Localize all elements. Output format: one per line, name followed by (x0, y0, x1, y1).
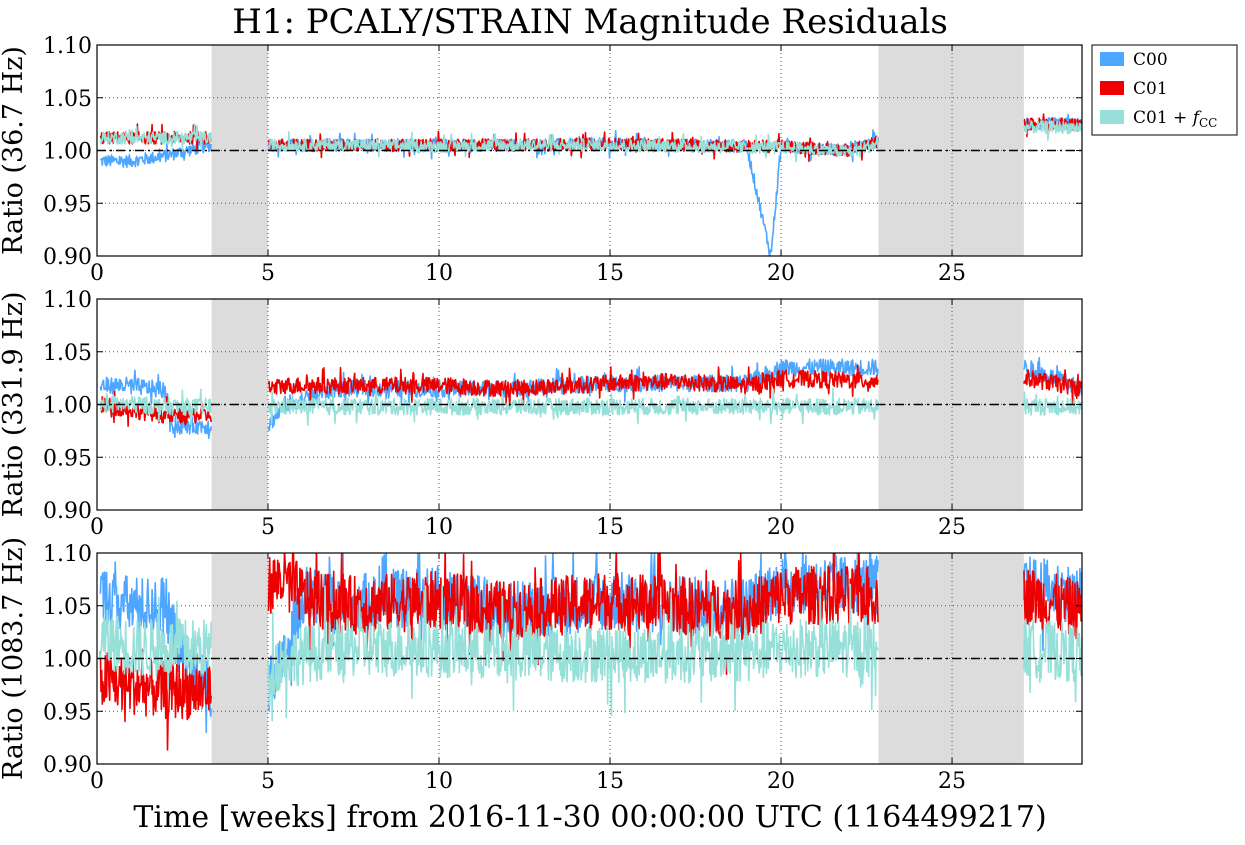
series-group (99, 356, 1082, 440)
y-tick-label: 1.05 (43, 87, 92, 112)
series-line-c01-fcc (99, 120, 1082, 163)
x-tick-label: 10 (425, 515, 453, 540)
x-tick-label: 20 (767, 261, 795, 286)
legend: C00 C01 C01 + fCC (1091, 44, 1238, 136)
x-tick-label: 5 (261, 515, 275, 540)
y-tick-label: 1.00 (43, 394, 92, 419)
x-tick-label: 15 (596, 261, 624, 286)
series-line-c01 (99, 553, 1082, 751)
legend-swatch (1100, 110, 1124, 124)
chart-panel-2: 0 5 10 15 20 25 0.90 0.95 1.00 1.05 1.10 Ratio (331… (0, 288, 1083, 540)
chart-panel-1: 0 5 10 15 20 25 0.90 0.95 1.00 1.05 1.10 Ratio (36.… (0, 34, 1083, 286)
y-tick-label: 1.10 (43, 288, 92, 313)
y-tick-label: 0.95 (43, 446, 92, 471)
y-axis-label: Ratio (1083.7 Hz) (0, 537, 29, 780)
legend-label: C01 + fCC (1133, 108, 1217, 130)
y-axis-label: Ratio (36.7 Hz) (0, 46, 29, 255)
gap-region (211, 45, 269, 256)
y-tick-label: 0.95 (43, 192, 92, 217)
x-tick-label: 25 (938, 261, 966, 286)
y-tick-label: 1.10 (43, 542, 92, 567)
x-tick-label: 0 (90, 515, 104, 540)
gap-region (211, 299, 269, 510)
chart-title: H1: PCALY/STRAIN Magnitude Residuals (232, 2, 948, 42)
y-tick-label: 1.00 (43, 648, 92, 673)
series-group (99, 553, 1082, 751)
y-axis-label: Ratio (331.9 Hz) (0, 291, 29, 517)
x-tick-label: 10 (425, 769, 453, 794)
series-line-c01-fcc (99, 583, 1082, 722)
gap-region (211, 553, 269, 764)
y-tick-label: 0.90 (43, 753, 92, 778)
legend-swatch (1100, 52, 1124, 66)
x-tick-label: 5 (261, 261, 275, 286)
x-tick-label: 5 (261, 769, 275, 794)
y-tick-label: 0.95 (43, 700, 92, 725)
y-tick-label: 1.05 (43, 595, 92, 620)
y-tick-label: 1.05 (43, 341, 92, 366)
x-tick-label: 15 (596, 515, 624, 540)
chart-panel-3: 0 5 10 15 20 25 0.90 0.95 1.00 1.05 1.10 Ratio (108… (0, 537, 1083, 794)
x-tick-label: 0 (90, 769, 104, 794)
x-tick-label: 20 (767, 515, 795, 540)
y-tick-label: 0.90 (43, 245, 92, 270)
legend-label: C01 (1133, 79, 1168, 99)
y-tick-label: 1.10 (43, 34, 92, 59)
x-tick-label: 20 (767, 769, 795, 794)
x-tick-label: 0 (90, 261, 104, 286)
x-tick-label: 15 (596, 769, 624, 794)
x-tick-label: 25 (938, 515, 966, 540)
x-axis-label: Time [weeks] from 2016-11-30 00:00:00 UT… (133, 800, 1047, 835)
x-tick-label: 10 (425, 261, 453, 286)
y-tick-label: 1.00 (43, 140, 92, 165)
legend-label: C00 (1133, 50, 1168, 70)
x-tick-label: 25 (938, 769, 966, 794)
legend-swatch (1100, 81, 1124, 95)
y-tick-label: 0.90 (43, 499, 92, 524)
